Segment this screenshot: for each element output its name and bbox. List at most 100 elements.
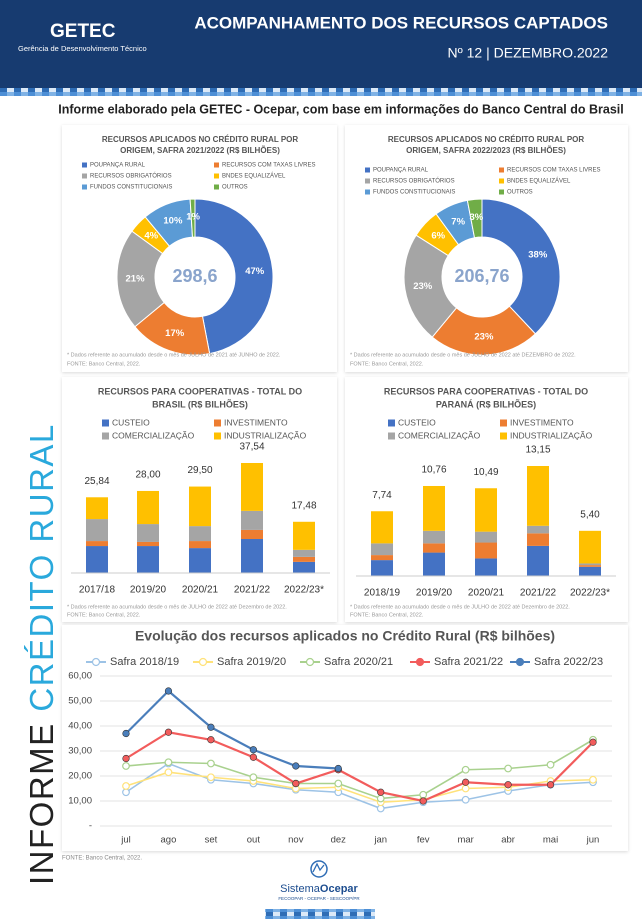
data-point — [122, 754, 130, 763]
footnote: * Dados referente ao acumulado desde o m… — [67, 352, 281, 358]
bar-segment — [241, 510, 263, 530]
chart-title: PARANÁ (R$ BILHÕES) — [436, 399, 536, 409]
slice-label: 7% — [451, 216, 465, 227]
chart-title: Evolução dos recursos aplicados no Crédi… — [135, 628, 555, 644]
data-point — [334, 779, 343, 788]
bar-segment — [189, 486, 211, 527]
data-point — [292, 779, 300, 788]
bar-segment — [293, 556, 315, 562]
bar-segment — [241, 539, 263, 573]
footnote: FONTE: Banco Central, 2022. — [67, 361, 141, 367]
logo: SistemaOcepar — [280, 883, 358, 895]
data-point — [546, 781, 555, 789]
data-point — [207, 723, 215, 731]
data-point — [164, 768, 173, 777]
data-point — [164, 728, 173, 736]
x-tick-label: 2021/22 — [234, 585, 271, 596]
bar-segment — [189, 548, 211, 573]
x-tick-label: set — [205, 835, 218, 846]
legend-swatch — [214, 173, 219, 179]
header-title: ACOMPANHAMENTO DOS RECURSOS CAPTADOS — [194, 13, 608, 32]
bar-segment — [293, 561, 315, 573]
x-tick-label: mai — [543, 835, 558, 846]
data-point — [249, 753, 257, 761]
bar-segment — [475, 558, 497, 576]
total-label: 7,74 — [372, 490, 392, 501]
y-tick-label: 60,00 — [68, 671, 92, 682]
data-point — [207, 736, 215, 744]
series-line — [125, 731, 594, 803]
bar-segment — [579, 565, 601, 567]
legend-swatch — [499, 167, 504, 173]
data-point — [504, 764, 512, 773]
data-point — [376, 804, 385, 813]
x-tick-label: 2021/22 — [520, 588, 557, 599]
legend-label: BNDES EQUALIZÁVEL — [222, 173, 286, 180]
legend-swatch — [499, 189, 504, 195]
data-point — [461, 784, 470, 793]
slice-label: 10% — [163, 216, 183, 227]
total-label: 17,48 — [291, 500, 316, 511]
legend-label: Safra 2018/19 — [110, 656, 179, 668]
header-stripe — [0, 88, 642, 96]
bar-segment — [137, 546, 159, 573]
legend-swatch — [388, 432, 395, 440]
x-tick-label: 2022/23* — [570, 588, 610, 599]
x-tick-label: ago — [161, 835, 177, 846]
bar-segment — [371, 555, 393, 561]
footnote: * Dados referente ao acumulado desde o m… — [67, 604, 287, 610]
footnote: FONTE: Banco Central, 2022. — [350, 361, 424, 367]
legend-swatch — [82, 184, 87, 190]
bar-segment — [241, 529, 263, 540]
legend-label: Safra 2021/22 — [434, 656, 503, 668]
x-tick-label: out — [247, 835, 261, 846]
center-label: 206,76 — [454, 266, 509, 286]
legend-swatch — [388, 419, 395, 427]
data-point — [462, 778, 470, 786]
chart-title: ORIGEM, SAFRA 2021/2022 (R$ BILHÕES) — [120, 146, 280, 155]
legend-label: FUNDOS CONSTITUCIONAIS — [90, 185, 172, 191]
bar-segment — [527, 466, 549, 526]
bar-segment — [293, 521, 315, 550]
legend-label: RECURSOS OBRIGATÓRIOS — [373, 178, 455, 185]
bar-segment — [475, 488, 497, 532]
side-title-first: INFORME — [23, 712, 60, 885]
bar-segment — [86, 541, 108, 547]
data-point — [249, 773, 258, 782]
bar-segment — [579, 530, 601, 564]
chart-title: RECURSOS APLICADOS NO CRÉDITO RURAL POR — [388, 135, 585, 144]
x-tick-label: fev — [417, 835, 430, 846]
legend-marker — [91, 657, 101, 667]
bar-segment — [86, 519, 108, 542]
panel — [62, 625, 628, 851]
brand-subtitle: Gerência de Desenvolvimento Técnico — [18, 44, 147, 53]
data-point — [377, 788, 385, 796]
legend-label: FUNDOS CONSTITUCIONAIS — [373, 190, 455, 196]
slice-label: 23% — [413, 281, 433, 292]
pie-slice — [403, 234, 458, 338]
data-point — [589, 738, 597, 746]
x-tick-label: 2017/18 — [79, 585, 116, 596]
data-point — [164, 687, 173, 695]
bar-segment — [189, 541, 211, 549]
legend-label: Safra 2022/23 — [534, 656, 603, 668]
footer-stripe — [265, 909, 375, 919]
legend-label: Safra 2020/21 — [324, 656, 393, 668]
data-point — [504, 781, 512, 789]
chart-title: BRASIL (R$ BILHÕES) — [152, 399, 248, 409]
logo-second: Ocepar — [320, 883, 359, 895]
bar-segment — [423, 543, 445, 553]
x-tick-label: 2022/23* — [284, 585, 324, 596]
data-point — [419, 790, 428, 799]
x-tick-label: jul — [120, 835, 131, 846]
y-tick-label: 10,00 — [68, 796, 92, 807]
data-point — [122, 762, 130, 770]
legend-label: INVESTIMENTO — [224, 417, 288, 427]
bar-segment — [86, 546, 108, 573]
data-point — [546, 760, 555, 769]
footnote: * Dados referente ao acumulado desde o m… — [350, 352, 576, 358]
bar-segment — [423, 485, 445, 531]
total-label: 5,40 — [580, 509, 600, 520]
header-band — [0, 0, 642, 88]
